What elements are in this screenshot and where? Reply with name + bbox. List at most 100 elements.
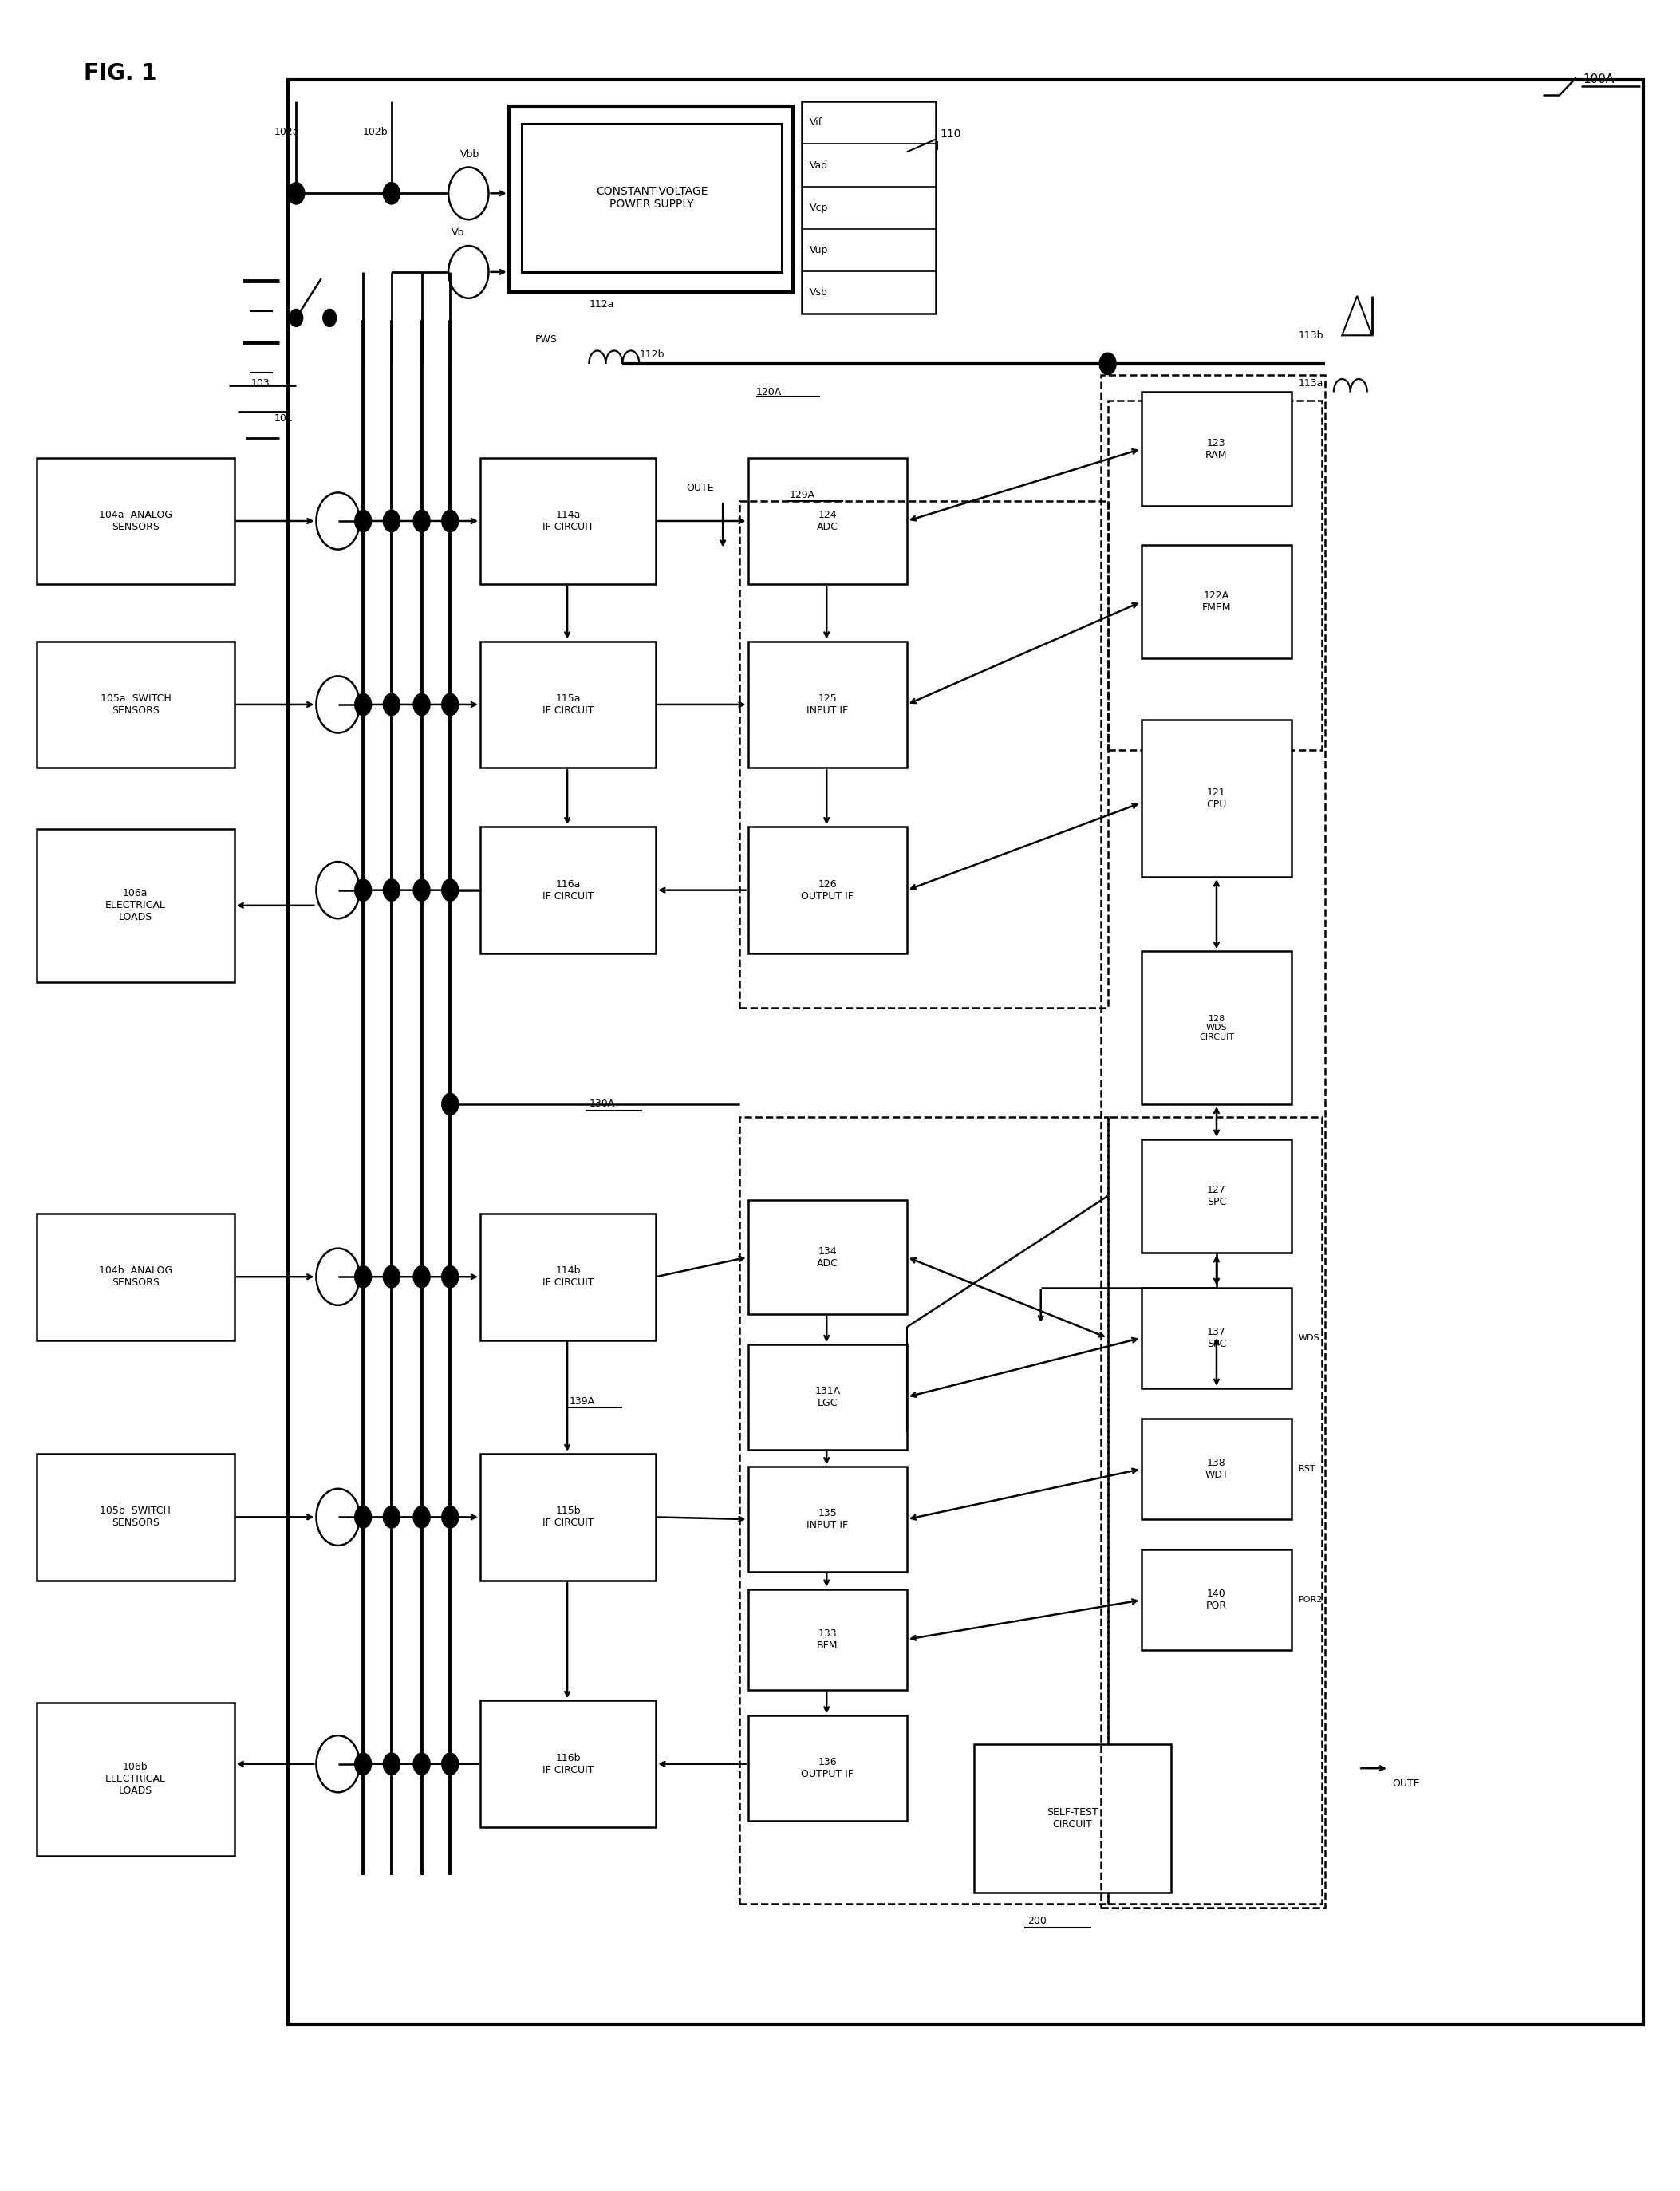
- Circle shape: [383, 511, 400, 532]
- Text: Vup: Vup: [810, 245, 828, 254]
- FancyBboxPatch shape: [37, 458, 234, 585]
- Text: 127
SPC: 127 SPC: [1206, 1185, 1226, 1207]
- Text: 102a: 102a: [274, 127, 299, 138]
- Text: RST: RST: [1299, 1466, 1315, 1472]
- Circle shape: [354, 879, 371, 901]
- Circle shape: [413, 1266, 430, 1288]
- Text: 125
INPUT IF: 125 INPUT IF: [806, 692, 848, 716]
- Text: 130A: 130A: [590, 1100, 615, 1109]
- Text: FIG. 1: FIG. 1: [84, 61, 156, 85]
- FancyBboxPatch shape: [1141, 1420, 1292, 1518]
- Text: POR2: POR2: [1299, 1595, 1322, 1604]
- FancyBboxPatch shape: [37, 642, 234, 767]
- Text: 139A: 139A: [570, 1396, 595, 1407]
- FancyBboxPatch shape: [480, 1214, 655, 1341]
- Circle shape: [289, 309, 302, 326]
- FancyBboxPatch shape: [1141, 1139, 1292, 1253]
- Circle shape: [287, 182, 304, 204]
- Text: Vbb: Vbb: [460, 149, 479, 160]
- Text: 135
INPUT IF: 135 INPUT IF: [806, 1507, 848, 1532]
- FancyBboxPatch shape: [748, 1588, 907, 1689]
- FancyBboxPatch shape: [1141, 1288, 1292, 1389]
- FancyBboxPatch shape: [748, 1345, 907, 1450]
- Circle shape: [383, 1753, 400, 1775]
- Circle shape: [383, 879, 400, 901]
- FancyBboxPatch shape: [748, 642, 907, 767]
- Text: Vsb: Vsb: [810, 287, 828, 298]
- FancyBboxPatch shape: [748, 1466, 907, 1571]
- FancyBboxPatch shape: [1141, 1549, 1292, 1650]
- Text: OUTE: OUTE: [1393, 1779, 1420, 1788]
- FancyBboxPatch shape: [480, 1455, 655, 1580]
- Text: 105a  SWITCH
SENSORS: 105a SWITCH SENSORS: [101, 692, 171, 716]
- Circle shape: [383, 1505, 400, 1527]
- Text: 115b
IF CIRCUIT: 115b IF CIRCUIT: [543, 1505, 593, 1529]
- FancyBboxPatch shape: [974, 1744, 1171, 1893]
- Text: 134
ADC: 134 ADC: [816, 1247, 838, 1269]
- FancyBboxPatch shape: [37, 1455, 234, 1580]
- Circle shape: [354, 695, 371, 716]
- Text: 102b: 102b: [363, 127, 388, 138]
- Text: SELF-TEST
CIRCUIT: SELF-TEST CIRCUIT: [1047, 1808, 1099, 1829]
- Text: CONSTANT-VOLTAGE
POWER SUPPLY: CONSTANT-VOLTAGE POWER SUPPLY: [596, 186, 707, 210]
- Circle shape: [354, 1753, 371, 1775]
- Text: 123
RAM: 123 RAM: [1206, 438, 1228, 460]
- Text: 100A: 100A: [1583, 74, 1614, 85]
- FancyBboxPatch shape: [37, 1702, 234, 1856]
- FancyBboxPatch shape: [748, 826, 907, 953]
- FancyBboxPatch shape: [748, 1201, 907, 1315]
- Text: 114a
IF CIRCUIT: 114a IF CIRCUIT: [543, 511, 593, 532]
- Text: 106b
ELECTRICAL
LOADS: 106b ELECTRICAL LOADS: [106, 1762, 166, 1797]
- Text: 104a  ANALOG
SENSORS: 104a ANALOG SENSORS: [99, 511, 173, 532]
- Text: Vif: Vif: [810, 118, 823, 127]
- Text: 131A
LGC: 131A LGC: [815, 1385, 840, 1409]
- Circle shape: [383, 182, 400, 204]
- Text: 116a
IF CIRCUIT: 116a IF CIRCUIT: [543, 879, 593, 901]
- Circle shape: [442, 1505, 459, 1527]
- Circle shape: [413, 511, 430, 532]
- Text: 140
POR: 140 POR: [1206, 1588, 1226, 1610]
- Text: 103: 103: [250, 379, 270, 388]
- FancyBboxPatch shape: [287, 79, 1643, 2024]
- FancyBboxPatch shape: [37, 828, 234, 982]
- Text: Vad: Vad: [810, 160, 828, 171]
- Text: 120A: 120A: [756, 388, 783, 397]
- Text: Vb: Vb: [452, 228, 465, 239]
- FancyBboxPatch shape: [480, 642, 655, 767]
- Circle shape: [323, 309, 336, 326]
- Circle shape: [442, 879, 459, 901]
- FancyBboxPatch shape: [748, 1716, 907, 1821]
- Text: 200: 200: [1028, 1915, 1047, 1926]
- Circle shape: [442, 695, 459, 716]
- Circle shape: [354, 511, 371, 532]
- Circle shape: [442, 1753, 459, 1775]
- Text: Vcp: Vcp: [810, 202, 828, 213]
- Text: 126
OUTPUT IF: 126 OUTPUT IF: [801, 879, 853, 901]
- Circle shape: [413, 1753, 430, 1775]
- FancyBboxPatch shape: [1141, 721, 1292, 876]
- Text: 129A: 129A: [790, 489, 815, 500]
- Text: 116b
IF CIRCUIT: 116b IF CIRCUIT: [543, 1753, 593, 1775]
- Text: WDS: WDS: [1299, 1334, 1320, 1341]
- Text: 122A
FMEM: 122A FMEM: [1201, 592, 1231, 613]
- Circle shape: [442, 511, 459, 532]
- Text: 128
WDS
CIRCUIT: 128 WDS CIRCUIT: [1200, 1014, 1235, 1041]
- Text: 114b
IF CIRCUIT: 114b IF CIRCUIT: [543, 1266, 593, 1288]
- FancyBboxPatch shape: [480, 1700, 655, 1827]
- Text: 106a
ELECTRICAL
LOADS: 106a ELECTRICAL LOADS: [106, 887, 166, 922]
- FancyBboxPatch shape: [522, 123, 781, 272]
- Circle shape: [413, 695, 430, 716]
- FancyBboxPatch shape: [1141, 392, 1292, 506]
- Text: 136
OUTPUT IF: 136 OUTPUT IF: [801, 1757, 853, 1779]
- Circle shape: [442, 1093, 459, 1115]
- FancyBboxPatch shape: [1141, 546, 1292, 659]
- Text: 115a
IF CIRCUIT: 115a IF CIRCUIT: [543, 692, 593, 716]
- Circle shape: [413, 879, 430, 901]
- Circle shape: [442, 1266, 459, 1288]
- Circle shape: [383, 1266, 400, 1288]
- FancyBboxPatch shape: [1141, 951, 1292, 1104]
- Circle shape: [1099, 353, 1116, 375]
- Text: 137
SPC: 137 SPC: [1206, 1328, 1226, 1350]
- Text: PWS: PWS: [536, 335, 558, 344]
- Text: 104b  ANALOG
SENSORS: 104b ANALOG SENSORS: [99, 1266, 173, 1288]
